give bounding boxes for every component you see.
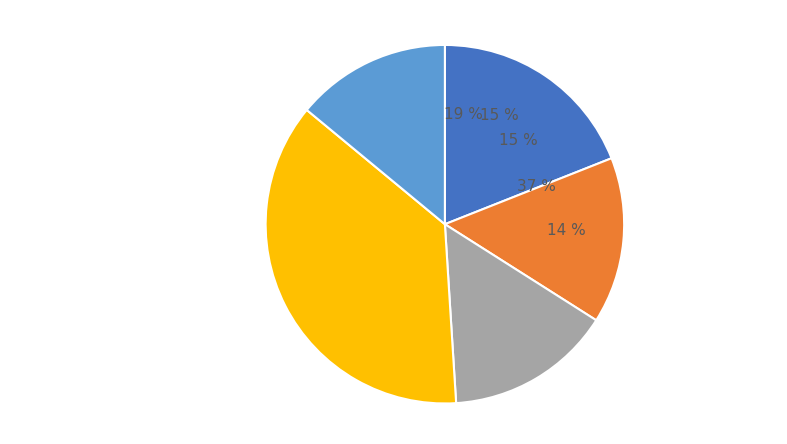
Legend: Other industries, Chemical industry, Forest industry, Technology industry; other: Other industries, Chemical industry, For… <box>0 336 285 444</box>
Text: 15 %: 15 % <box>480 107 519 123</box>
Text: 19 %: 19 % <box>444 107 482 122</box>
Wedge shape <box>445 158 624 320</box>
Text: 15 %: 15 % <box>499 134 538 148</box>
Wedge shape <box>266 110 456 404</box>
Text: 37 %: 37 % <box>516 179 556 194</box>
Wedge shape <box>445 224 597 403</box>
Wedge shape <box>445 45 611 224</box>
Wedge shape <box>307 45 445 224</box>
Text: 14 %: 14 % <box>547 223 586 238</box>
